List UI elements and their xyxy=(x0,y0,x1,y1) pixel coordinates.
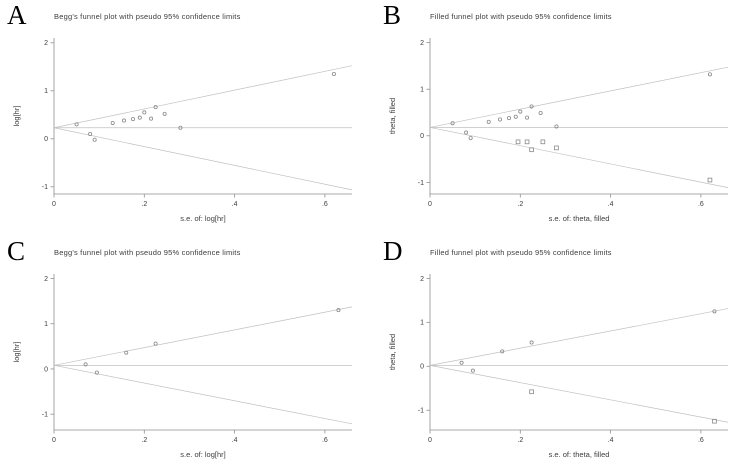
svg-text:1: 1 xyxy=(420,320,424,327)
svg-text:s.e. of: log[hr]: s.e. of: log[hr] xyxy=(180,214,225,223)
svg-text:s.e. of: log[hr]: s.e. of: log[hr] xyxy=(180,450,225,459)
svg-text:s.e. of: theta, filled: s.e. of: theta, filled xyxy=(549,450,610,459)
svg-text:0: 0 xyxy=(52,201,56,208)
svg-text:2: 2 xyxy=(44,276,48,283)
svg-text:.6: .6 xyxy=(698,437,704,444)
svg-text:2: 2 xyxy=(420,40,424,47)
svg-text:1: 1 xyxy=(44,321,48,328)
panel-d-funnel-plot: -1 0 1 2 0 .2 .4 .6 s.e. of: theta, filled theta,… xyxy=(388,274,729,459)
svg-text:.4: .4 xyxy=(232,201,238,208)
panel-d-letter: D xyxy=(383,236,403,266)
panel-a-funnel-plot: -1 0 1 2 0 .2 .4 .6 s.e. of: log[hr] log[hr] xyxy=(12,38,353,223)
panel-b-funnel-plot: -1 0 1 2 0 .2 .4 .6 s.e. of: theta, filled theta,… xyxy=(388,38,729,223)
svg-text:1: 1 xyxy=(44,88,48,95)
panel-a: A Begg's funnel plot with pseudo 95% con… xyxy=(0,0,375,235)
svg-text:0: 0 xyxy=(428,201,432,208)
svg-text:.4: .4 xyxy=(608,201,614,208)
svg-text:.4: .4 xyxy=(232,437,238,444)
svg-text:.4: .4 xyxy=(608,437,614,444)
svg-text:0: 0 xyxy=(44,136,48,143)
svg-text:theta, filled: theta, filled xyxy=(388,334,397,370)
svg-text:0: 0 xyxy=(44,366,48,373)
svg-text:2: 2 xyxy=(44,40,48,47)
panel-c-letter: C xyxy=(7,236,26,266)
svg-text:0: 0 xyxy=(52,437,56,444)
svg-text:-1: -1 xyxy=(42,412,48,419)
panel-a-letter: A xyxy=(7,0,27,30)
svg-text:.2: .2 xyxy=(517,201,523,208)
svg-text:.6: .6 xyxy=(322,201,328,208)
panel-d-title: Filled funnel plot with pseudo 95% confi… xyxy=(430,248,612,257)
svg-text:-1: -1 xyxy=(418,408,424,415)
panel-b-title: Filled funnel plot with pseudo 95% confi… xyxy=(430,12,612,21)
svg-text:0: 0 xyxy=(420,133,424,140)
svg-text:.6: .6 xyxy=(698,201,704,208)
svg-text:log[hr]: log[hr] xyxy=(12,342,21,363)
svg-text:1: 1 xyxy=(420,87,424,94)
svg-text:.6: .6 xyxy=(322,437,328,444)
svg-text:.2: .2 xyxy=(141,437,147,444)
panel-b: B Filled funnel plot with pseudo 95% con… xyxy=(376,0,751,235)
panel-a-title: Begg's funnel plot with pseudo 95% confi… xyxy=(54,12,241,21)
svg-text:s.e. of: theta, filled: s.e. of: theta, filled xyxy=(549,214,610,223)
svg-text:.2: .2 xyxy=(141,201,147,208)
panel-c-funnel-plot: -1 0 1 2 0 .2 .4 .6 s.e. of: log[hr] log[hr] xyxy=(12,274,353,459)
panel-b-letter: B xyxy=(383,0,402,30)
svg-text:-1: -1 xyxy=(42,184,48,191)
svg-text:0: 0 xyxy=(428,437,432,444)
panel-c: C Begg's funnel plot with pseudo 95% con… xyxy=(0,236,375,471)
svg-text:-1: -1 xyxy=(418,180,424,187)
svg-text:0: 0 xyxy=(420,364,424,371)
svg-text:log[hr]: log[hr] xyxy=(12,106,21,127)
svg-text:theta, filled: theta, filled xyxy=(388,98,397,134)
svg-text:.2: .2 xyxy=(517,437,523,444)
panel-d: D Filled funnel plot with pseudo 95% con… xyxy=(376,236,751,471)
panel-c-title: Begg's funnel plot with pseudo 95% confi… xyxy=(54,248,241,257)
svg-text:2: 2 xyxy=(420,276,424,283)
